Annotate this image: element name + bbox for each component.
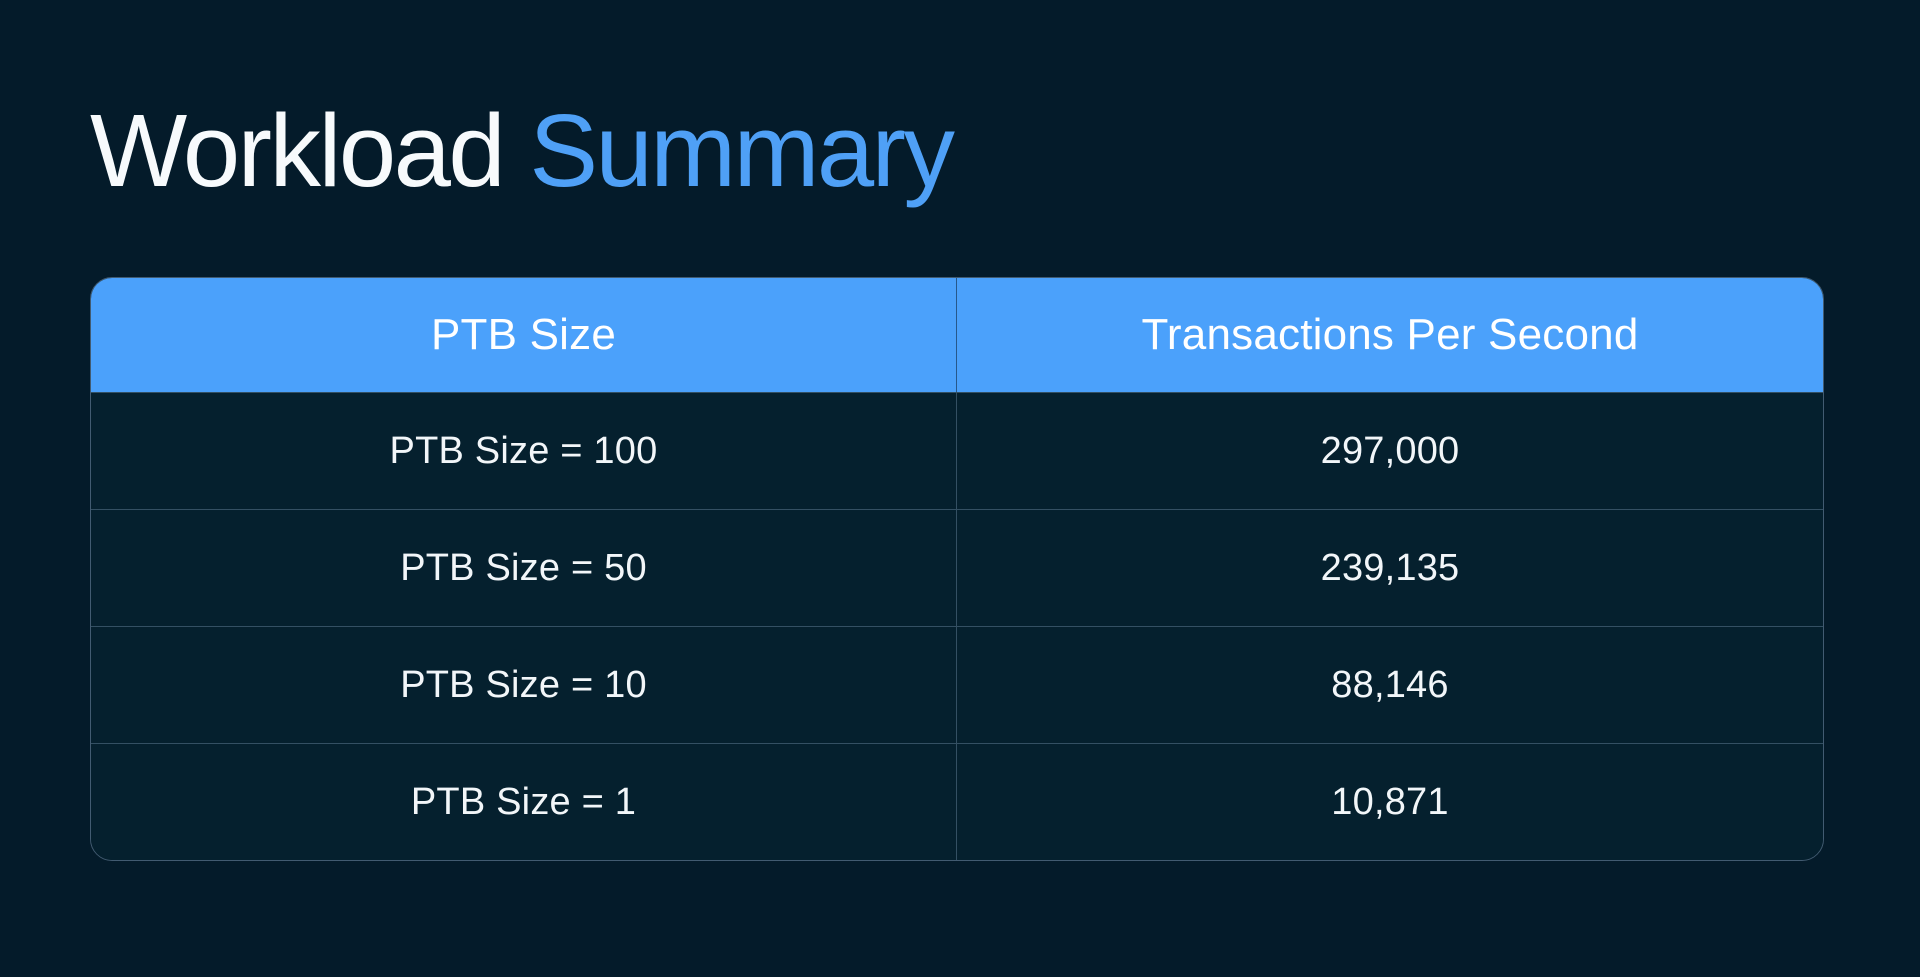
table-row: PTB Size = 1 10,871 [91,743,1823,860]
ptb-size-cell: PTB Size = 10 [91,627,957,743]
table-header-row: PTB Size Transactions Per Second [91,278,1823,392]
table-row: PTB Size = 100 297,000 [91,392,1823,509]
tps-cell: 239,135 [1320,546,1460,589]
page-title: Workload Summary [90,93,955,208]
tps-cell: 88,146 [1331,663,1449,706]
table-row: PTB Size = 50 239,135 [91,509,1823,626]
ptb-size-cell: PTB Size = 50 [91,510,957,626]
table-row: PTB Size = 10 88,146 [91,626,1823,743]
workload-summary-table: PTB Size Transactions Per Second PTB Siz… [90,277,1824,861]
page-title-primary: Workload [90,93,506,208]
tps-cell: 297,000 [1320,429,1460,472]
page-title-accent: Summary [529,93,955,208]
ptb-size-cell: PTB Size = 1 [91,744,957,860]
column-header-ptb-size: PTB Size [91,278,957,392]
tps-cell: 10,871 [1331,780,1449,823]
column-header-transactions-per-second: Transactions Per Second [1141,310,1639,359]
ptb-size-cell: PTB Size = 100 [91,393,957,509]
